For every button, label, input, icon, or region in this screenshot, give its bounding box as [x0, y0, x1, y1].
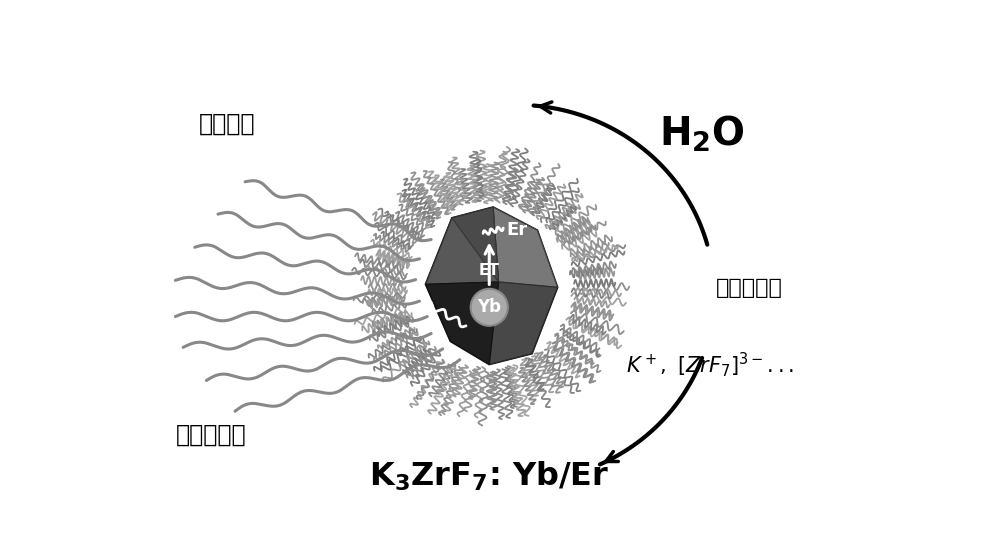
Polygon shape	[452, 207, 499, 282]
Text: 水环境分解: 水环境分解	[715, 278, 782, 298]
Polygon shape	[489, 282, 557, 364]
Polygon shape	[426, 207, 499, 284]
Text: 近红外激发: 近红外激发	[175, 423, 246, 447]
Text: Er: Er	[506, 221, 527, 239]
Polygon shape	[426, 282, 499, 364]
Circle shape	[471, 289, 508, 326]
Text: ET: ET	[479, 263, 500, 278]
Text: $K^+,\ [ZrF_7]^{3-}...$: $K^+,\ [ZrF_7]^{3-}...$	[626, 350, 794, 380]
Text: 红色发光: 红色发光	[199, 112, 255, 136]
Polygon shape	[493, 207, 557, 287]
Text: $\mathbf{K_3ZrF_7}$: Yb/Er: $\mathbf{K_3ZrF_7}$: Yb/Er	[369, 459, 609, 492]
Text: Yb: Yb	[477, 299, 501, 316]
Polygon shape	[426, 207, 557, 364]
Text: $\mathbf{H_2O}$: $\mathbf{H_2O}$	[659, 114, 745, 154]
